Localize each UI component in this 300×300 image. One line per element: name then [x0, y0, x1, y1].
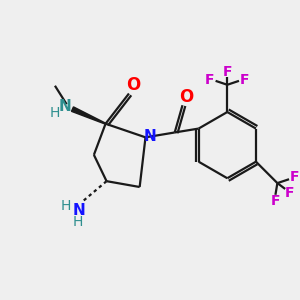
Text: N: N: [144, 129, 157, 144]
Text: N: N: [58, 99, 71, 114]
Text: F: F: [284, 186, 294, 200]
Polygon shape: [71, 107, 106, 124]
Text: O: O: [179, 88, 194, 106]
Text: F: F: [240, 73, 250, 87]
Text: H: H: [72, 215, 83, 229]
Text: H: H: [61, 200, 71, 214]
Text: O: O: [126, 76, 140, 94]
Text: H: H: [50, 106, 60, 120]
Text: F: F: [223, 65, 232, 79]
Text: F: F: [271, 194, 280, 208]
Text: F: F: [290, 170, 300, 184]
Text: N: N: [73, 203, 86, 218]
Text: F: F: [205, 73, 214, 87]
